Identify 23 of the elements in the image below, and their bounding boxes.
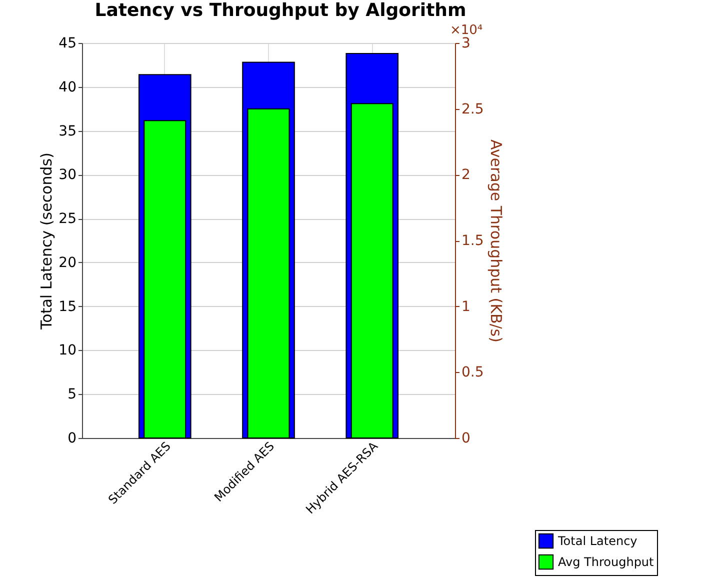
y-tick-label: 40 xyxy=(58,79,76,96)
y-tick-label: 35 xyxy=(58,123,76,140)
y2-tick-label: 0 xyxy=(462,430,470,446)
y2-tick-label: 1.5 xyxy=(462,233,484,249)
text: ×10⁴ xyxy=(450,23,483,38)
y2-tick-label: 2.5 xyxy=(462,101,484,118)
y2-axis-title: Average Throughput (KB/s) xyxy=(486,140,505,342)
y-tick-label: 0 xyxy=(68,430,76,446)
y-tick-label: 20 xyxy=(58,254,76,271)
y2-tick-label: 3 xyxy=(462,36,470,52)
legend-label: Avg Throughput xyxy=(558,555,654,569)
y-tick-label: 5 xyxy=(68,386,76,403)
y-axis-title: Total Latency (seconds) xyxy=(38,152,56,330)
y-tick-label: 45 xyxy=(58,36,76,52)
y-tick-label: 30 xyxy=(58,167,76,184)
y-tick-label: 10 xyxy=(58,342,76,359)
y-tick-label: 15 xyxy=(58,298,76,315)
chart-title: Latency vs Throughput by Algorithm xyxy=(94,0,466,21)
y2-tick-label: 2 xyxy=(462,167,470,184)
y2-tick-label: 1 xyxy=(462,298,470,315)
y-tick-label: 25 xyxy=(58,211,76,228)
y2-tick-label: 0.5 xyxy=(462,364,484,381)
legend-label: Total Latency xyxy=(557,534,638,548)
